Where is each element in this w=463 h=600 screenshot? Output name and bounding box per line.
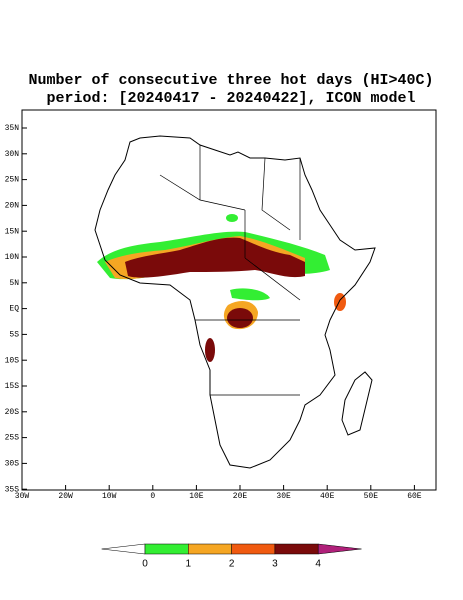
colorbar-label: 2 [229,559,235,570]
lat-label: 10S [5,356,20,365]
lat-label: 5S [9,331,19,340]
colorbar-box [274,543,319,555]
map-background [22,110,436,490]
colorbar-over [317,543,362,555]
colorbar-label: 3 [272,559,278,570]
colorbar-box [188,543,232,555]
title-line-2: period: [20240417 - 20240422], ICON mode… [46,90,415,107]
shading-green-2 [230,288,270,301]
lat-label: 20S [5,408,20,417]
lat-label: 35N [5,124,20,133]
lon-label: 20W [58,492,73,501]
lat-label: 15S [5,382,20,391]
borders [159,145,301,396]
lat-label: 15N [5,227,20,236]
colorbar-label: 1 [186,559,192,570]
lon-label: 10W [102,492,117,501]
lon-label: 60E [407,492,422,501]
lat-label: 30N [5,150,20,159]
lon-label: 30E [276,492,291,501]
shading-chad [226,214,238,222]
colorbar-label: 0 [142,559,148,570]
map-frame [21,109,437,491]
madagascar-outline [341,371,373,436]
colorbar-label: 4 [315,559,321,570]
lon-label: 50E [364,492,379,501]
lon-label: 20E [233,492,248,501]
lat-label: 5N [9,279,19,288]
lat-label: 10N [5,253,20,262]
africa-outline [94,135,376,469]
map [21,109,437,491]
shading-congo-core [227,308,253,328]
colorbar-under [101,543,146,555]
lat-label: 25S [5,434,20,443]
lon-label: 30W [15,492,30,501]
lon-label: 40E [320,492,335,501]
lon-label: 0 [150,492,155,501]
title-line-1: Number of consecutive three hot days (HI… [28,72,433,89]
lat-label: 20N [5,202,20,211]
shading-angola [205,338,215,362]
lon-label: 10E [189,492,204,501]
shading-darkred [125,237,305,278]
lat-label: 35S [5,485,20,494]
colorbar-box [231,543,276,555]
colorbar-box [144,543,189,555]
lat-label: 30S [5,460,20,469]
lat-label: 25N [5,176,20,185]
lat-label: EQ [9,305,19,314]
